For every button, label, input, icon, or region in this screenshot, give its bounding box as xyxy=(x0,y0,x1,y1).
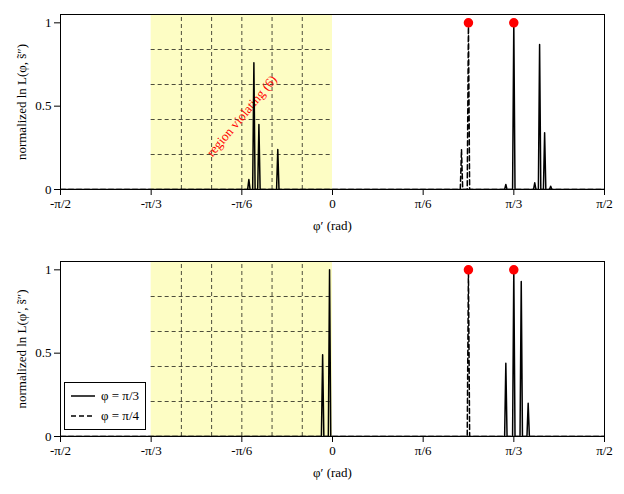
svg-text:-π/3: -π/3 xyxy=(141,443,162,458)
svg-text:-π/2: -π/2 xyxy=(50,443,71,458)
svg-text:-π/2: -π/2 xyxy=(50,196,71,211)
svg-text:0: 0 xyxy=(329,443,336,458)
svg-text:π/3: π/3 xyxy=(505,443,522,458)
svg-text:region violating (6): region violating (6) xyxy=(203,72,279,159)
svg-text:-π/6: -π/6 xyxy=(231,443,253,458)
svg-text:0: 0 xyxy=(329,196,336,211)
svg-text:1: 1 xyxy=(45,15,52,30)
svg-text:-π/6: -π/6 xyxy=(231,196,253,211)
svg-text:φ′ (rad): φ′ (rad) xyxy=(313,218,352,233)
html-text:φ = π/3: φ = π/3 xyxy=(101,388,139,403)
svg-text:-π/3: -π/3 xyxy=(141,196,162,211)
svg-text:φ′ (rad): φ′ (rad) xyxy=(313,465,352,480)
svg-text:normalized ln L(φ′, s̃″): normalized ln L(φ′, s̃″) xyxy=(14,289,29,408)
svg-text:π/6: π/6 xyxy=(415,196,432,211)
svg-text:π/6: π/6 xyxy=(415,443,432,458)
svg-text:π/3: π/3 xyxy=(505,196,522,211)
svg-text:1: 1 xyxy=(45,262,52,277)
svg-text:0.5: 0.5 xyxy=(35,98,51,113)
html-text:φ = π/4: φ = π/4 xyxy=(101,408,139,423)
svg-text:π/2: π/2 xyxy=(596,196,613,211)
svg-text:0.5: 0.5 xyxy=(35,345,51,360)
svg-text:π/2: π/2 xyxy=(596,443,613,458)
svg-text:0: 0 xyxy=(45,429,52,444)
svg-text:normalized ln L(φ, s̃″): normalized ln L(φ, s̃″) xyxy=(14,44,29,160)
svg-text:0: 0 xyxy=(45,182,52,197)
